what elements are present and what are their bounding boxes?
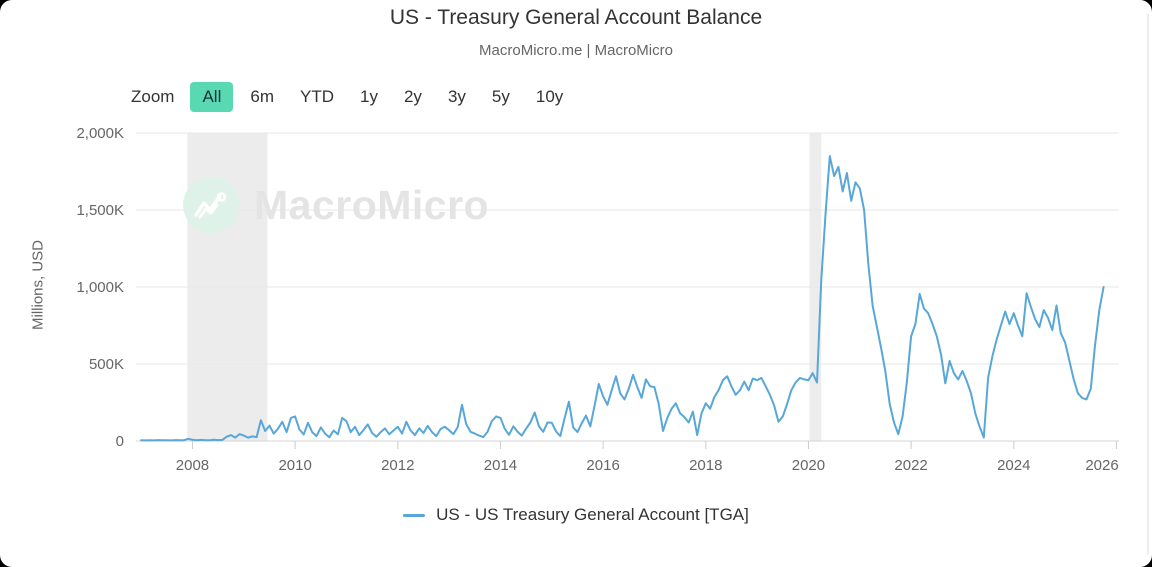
range-button-all[interactable]: All bbox=[190, 82, 234, 112]
range-buttons: All 6m YTD 1y 2y 3y 5y 10y bbox=[190, 82, 572, 112]
x-tick-label: 2026 bbox=[1085, 457, 1118, 474]
legend[interactable]: US - US Treasury General Account [TGA] bbox=[0, 505, 1152, 525]
x-tick-label: 2022 bbox=[894, 457, 927, 474]
range-button-3y[interactable]: 3y bbox=[439, 82, 475, 112]
x-tick-label: 2010 bbox=[278, 457, 311, 474]
legend-line-marker bbox=[403, 513, 426, 517]
x-tick-label: 2020 bbox=[792, 457, 825, 474]
x-tick-label: 2014 bbox=[484, 457, 517, 474]
legend-label: US - US Treasury General Account [TGA] bbox=[436, 505, 749, 524]
zoom-label: Zoom bbox=[131, 87, 175, 106]
range-button-ytd[interactable]: YTD bbox=[291, 82, 343, 112]
y-tick-label: 1,000K bbox=[76, 279, 124, 296]
x-tick-label: 2024 bbox=[997, 457, 1030, 474]
y-tick-label: 500K bbox=[89, 356, 124, 373]
range-button-10y[interactable]: 10y bbox=[527, 82, 572, 112]
x-tick-label: 2018 bbox=[689, 457, 722, 474]
right-edge-line bbox=[1147, 14, 1149, 554]
range-button-5y[interactable]: 5y bbox=[483, 82, 519, 112]
x-tick-label: 2012 bbox=[381, 457, 414, 474]
y-tick-label: 1,500K bbox=[76, 202, 124, 219]
chart-title: US - Treasury General Account Balance bbox=[389, 6, 763, 29]
x-tick-label: 2016 bbox=[586, 457, 619, 474]
x-tick-label: 2008 bbox=[176, 457, 209, 474]
range-button-2y[interactable]: 2y bbox=[395, 82, 431, 112]
y-tick-label: 0 bbox=[116, 433, 124, 450]
chart-subtitle: MacroMicro.me | MacroMicro bbox=[479, 42, 673, 59]
y-tick-label: 2,000K bbox=[76, 125, 124, 142]
range-button-1y[interactable]: 1y bbox=[351, 82, 387, 112]
series-line-tga bbox=[140, 155, 1105, 442]
range-selector: Zoom All 6m YTD 1y 2y 3y 5y 10y bbox=[131, 82, 572, 112]
range-button-6m[interactable]: 6m bbox=[241, 82, 283, 112]
